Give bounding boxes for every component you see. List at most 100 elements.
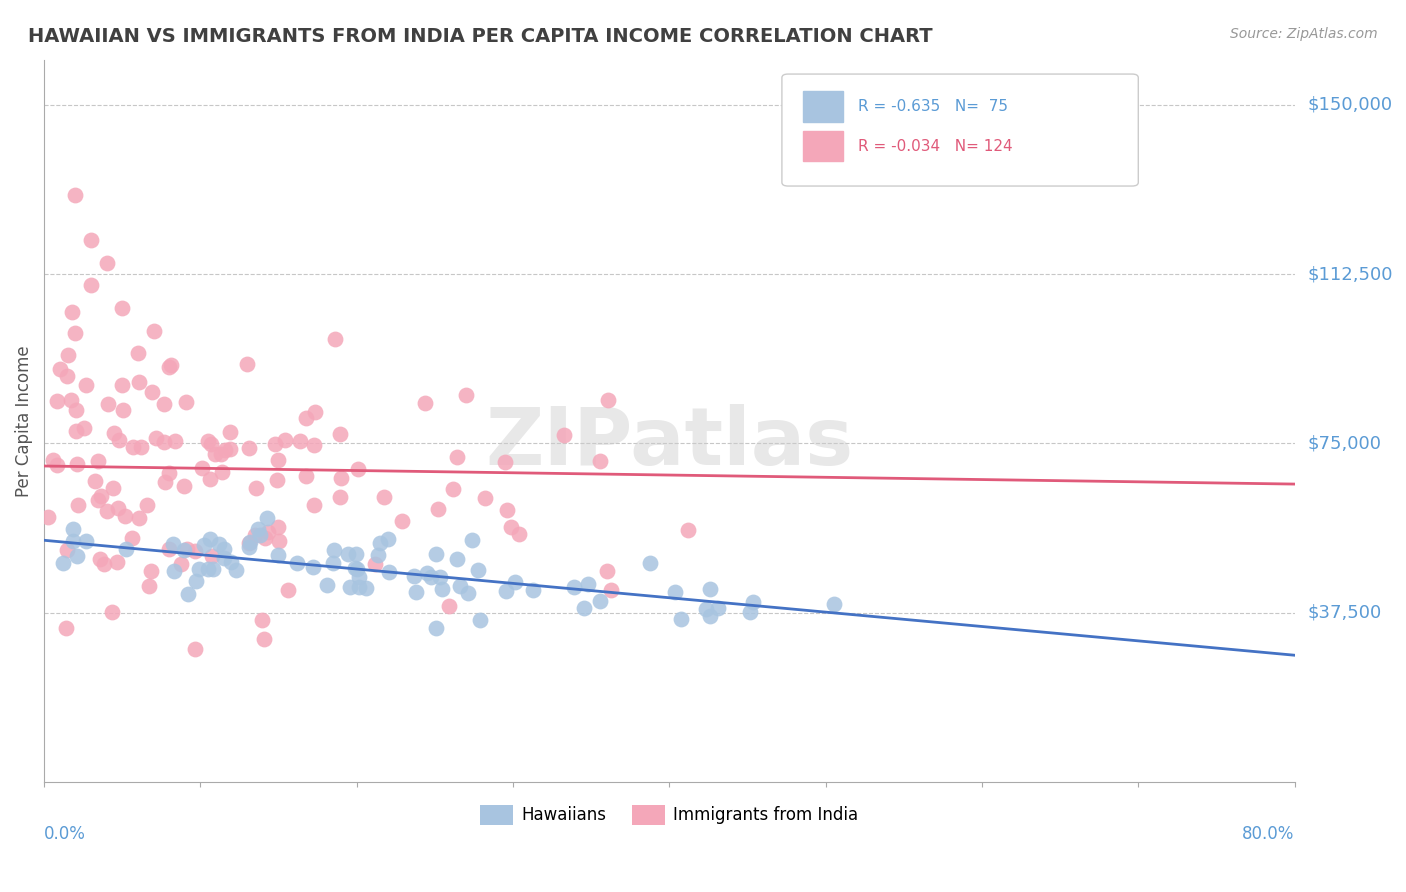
Point <box>370 536 392 550</box>
Point <box>499 519 522 533</box>
Bar <box>803 131 844 161</box>
Point <box>354 582 377 596</box>
Point <box>65 403 87 417</box>
Point <box>184 544 207 558</box>
Point <box>187 562 209 576</box>
Point <box>446 551 468 566</box>
Point <box>277 583 299 598</box>
Point <box>129 440 152 454</box>
Point <box>589 594 612 608</box>
Point <box>162 537 184 551</box>
Point <box>457 586 479 600</box>
Point <box>62 533 84 548</box>
Point <box>522 583 544 598</box>
Point <box>290 434 312 448</box>
Point <box>553 428 575 442</box>
Point <box>494 455 516 469</box>
Point <box>373 490 395 504</box>
Point <box>740 605 762 619</box>
Point <box>246 522 269 536</box>
Point <box>349 569 371 583</box>
Point <box>80 233 103 247</box>
Point <box>107 501 129 516</box>
Point <box>115 542 138 557</box>
Text: 0.0%: 0.0% <box>44 825 86 844</box>
Point <box>60 305 83 319</box>
Point <box>364 558 387 572</box>
Point <box>183 642 205 657</box>
Point <box>174 395 197 409</box>
Bar <box>803 91 844 121</box>
Point <box>219 555 242 569</box>
Point <box>441 482 464 496</box>
Point <box>413 395 436 409</box>
Point <box>157 359 180 374</box>
Point <box>73 421 96 435</box>
Point <box>346 562 368 576</box>
Point <box>197 562 219 576</box>
Point <box>225 563 247 577</box>
Point <box>173 543 195 558</box>
Point <box>425 621 447 635</box>
Text: $112,500: $112,500 <box>1308 265 1392 283</box>
Point <box>52 556 75 570</box>
Point <box>266 473 288 487</box>
Point <box>256 510 278 524</box>
Point <box>87 454 110 468</box>
Point <box>707 601 730 615</box>
Point <box>595 565 617 579</box>
Point <box>190 461 212 475</box>
Point <box>208 537 231 551</box>
Point <box>699 609 721 624</box>
Point <box>256 524 278 539</box>
Point <box>173 478 195 492</box>
Text: HAWAIIAN VS IMMIGRANTS FROM INDIA PER CAPITA INCOME CORRELATION CHART: HAWAIIAN VS IMMIGRANTS FROM INDIA PER CA… <box>28 27 932 45</box>
Point <box>41 453 63 467</box>
Point <box>402 569 425 583</box>
Point <box>87 493 110 508</box>
Point <box>111 301 134 315</box>
Point <box>429 570 451 584</box>
Point <box>267 453 290 467</box>
Point <box>253 531 276 545</box>
Point <box>219 425 242 439</box>
Point <box>235 357 257 371</box>
Point <box>238 441 260 455</box>
Y-axis label: Per Capita Income: Per Capita Income <box>15 345 32 497</box>
Point <box>416 566 439 581</box>
Point <box>467 563 489 577</box>
Point <box>66 457 89 471</box>
Point <box>343 561 366 575</box>
Point <box>212 551 235 566</box>
Point <box>153 475 176 490</box>
Point <box>302 438 325 452</box>
Point <box>184 574 207 588</box>
Point <box>600 583 623 598</box>
Point <box>112 402 135 417</box>
Point <box>378 566 401 580</box>
Point <box>267 548 290 562</box>
Point <box>141 564 163 578</box>
Point <box>285 556 308 570</box>
Text: R = -0.635   N=  75: R = -0.635 N= 75 <box>858 99 1008 114</box>
Point <box>427 501 450 516</box>
Point <box>160 359 183 373</box>
Point <box>470 613 492 627</box>
FancyBboxPatch shape <box>782 74 1139 186</box>
Point <box>177 587 200 601</box>
Point <box>142 324 165 338</box>
Point <box>238 536 260 550</box>
Point <box>214 541 236 556</box>
Point <box>430 582 453 596</box>
Point <box>145 431 167 445</box>
Point <box>121 532 143 546</box>
Point <box>157 466 180 480</box>
Point <box>152 397 174 411</box>
Point <box>138 579 160 593</box>
Point <box>193 539 215 553</box>
Point <box>122 440 145 454</box>
Point <box>699 582 721 596</box>
Text: Source: ZipAtlas.com: Source: ZipAtlas.com <box>1230 27 1378 41</box>
Point <box>219 442 242 456</box>
Point <box>337 547 360 561</box>
